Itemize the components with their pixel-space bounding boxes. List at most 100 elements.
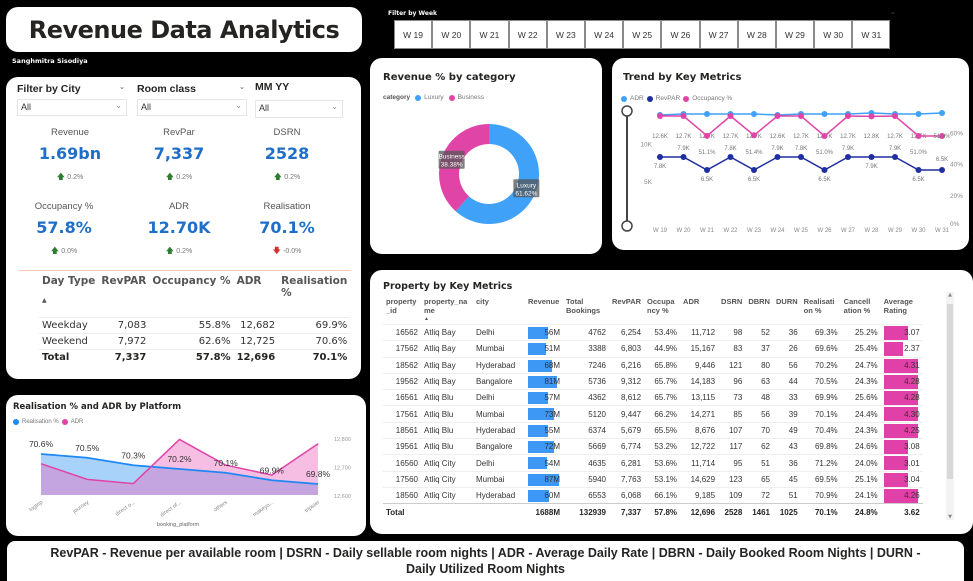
column-header[interactable]: RevPAR [98,275,149,317]
week-button-w23[interactable]: W 23 [546,20,585,49]
data-point[interactable] [751,167,757,173]
column-header-occupancy--[interactable]: Occupancy %Occupa ncy % [644,297,680,325]
city-filter-select[interactable]: All ⌄ [17,99,127,116]
slider-handle-bottom[interactable] [621,220,633,232]
data-point[interactable] [939,110,945,116]
data-point[interactable] [939,167,945,173]
donut-slice-luxury[interactable] [455,124,539,224]
data-point[interactable] [798,154,804,160]
data-point[interactable] [680,154,687,160]
column-header[interactable]: Occupancy % [149,275,233,317]
data-point[interactable] [727,113,734,119]
sort-ascending-icon[interactable]: ▲ [424,316,429,322]
data-point[interactable] [751,132,757,139]
table-row[interactable]: 16560 Atliq City Delhi 54M 4635 6,281 53.6% 11,… [383,454,923,472]
data-point[interactable] [868,154,875,160]
scroll-up-icon[interactable]: ▲ [948,292,952,298]
table-row[interactable]: 19561 Atliq Blu Bangalore 72M 5669 6,774 53.2%… [383,438,923,455]
week-button-w25[interactable]: W 25 [623,20,662,49]
data-point[interactable] [704,132,710,139]
legend-item-occupancy[interactable]: Occupancy % [692,95,733,102]
chevron-down-icon[interactable]: ⌄ [239,84,245,91]
vertical-scrollbar[interactable]: ▲ ▼ [946,292,954,520]
slider-handle-top[interactable] [621,105,633,117]
week-button-w29[interactable]: W 29 [775,20,815,49]
data-point[interactable] [892,154,898,160]
table-row[interactable]: 18562 Atliq Bay Hyderabad 68M 7246 6,216 65.8%… [383,356,923,374]
legend-item-revpar[interactable]: RevPAR [655,95,681,102]
data-point[interactable] [892,113,898,119]
room-class-filter-select[interactable]: All ⌄ [137,99,247,116]
legend-item-business[interactable]: Business [457,94,484,101]
table-row[interactable]: 16562 Atliq Bay Delhi 56M 4762 6,254 53.4% 11,7… [383,323,923,341]
column-header-revenue[interactable]: RevenueRevenue [525,297,563,325]
column-header-revpar[interactable]: RevPARRevPAR [609,297,644,325]
table-cell: 69.8% [800,438,841,455]
legend-item-realisation[interactable]: Realisation % [22,419,59,425]
legend-item-adr[interactable]: ADR [70,419,84,425]
scroll-down-icon[interactable]: ▼ [948,514,952,520]
data-point[interactable] [774,113,781,119]
column-header-total-bookings[interactable]: Total BookingsTotal Bookings [563,297,609,325]
table-row[interactable]: 17561 Atliq Blu Mumbai 73M 5120 9,447 66.2% 14,… [383,405,923,423]
week-button-w24[interactable]: W 24 [584,20,624,49]
cell-value: 5940 [588,474,606,484]
data-point[interactable] [915,167,922,173]
data-point[interactable] [751,111,757,117]
table-row[interactable]: 17560 Atliq City Mumbai 87M 5940 7,763 53.1% 14… [383,470,923,488]
table-row[interactable]: 18561 Atliq Blu Hyderabad 55M 6374 5,679 65.5%… [383,421,923,439]
data-point[interactable] [704,167,710,173]
donut-slice-business[interactable] [438,124,489,212]
data-point[interactable] [821,133,828,139]
data-point[interactable] [680,113,687,119]
column-header[interactable]: Day Type ▲ [39,275,98,317]
column-header-dbrn[interactable]: DBRNDBRN [745,297,773,325]
data-point[interactable] [798,113,804,119]
data-point[interactable] [657,154,663,160]
data-point[interactable] [727,154,734,160]
column-header-realisation--[interactable]: Realisation %Realisati on % [801,297,841,325]
table-row[interactable]: 17562 Atliq Bay Mumbai 51M 3388 6,803 44.9% 15,… [383,340,923,358]
week-button-w20[interactable]: W 20 [432,20,471,49]
chevron-down-icon[interactable]: ⌄ [119,84,125,91]
scrollbar-thumb[interactable] [947,304,953,479]
data-point[interactable] [868,113,875,120]
column-header-property-name[interactable]: property_nameproperty_na me▲ [421,297,473,325]
chevron-down-icon[interactable]: ⌄ [890,8,896,16]
column-header-durn[interactable]: DURNDURN [773,297,801,325]
week-button-w19[interactable]: W 19 [394,20,433,49]
column-header[interactable]: ADR [234,275,279,317]
data-point[interactable] [821,111,828,117]
week-button-w26[interactable]: W 26 [661,20,700,49]
mmyy-filter-select[interactable]: All ⌄ [255,100,343,118]
data-point[interactable] [657,113,663,119]
week-button-w28[interactable]: W 28 [737,20,776,49]
week-button-w27[interactable]: W 27 [699,20,738,49]
table-row[interactable]: 19562 Atliq Bay Bangalore 81M 5736 9,312 65.7%… [383,372,923,390]
data-point[interactable] [845,113,851,119]
data-point[interactable] [915,133,922,139]
week-button-w22[interactable]: W 22 [508,20,547,49]
column-header[interactable]: Realisation % [278,275,350,317]
data-point[interactable] [704,111,710,117]
data-point[interactable] [939,133,945,139]
column-header-city[interactable]: citycity [473,297,525,325]
data-point[interactable] [774,154,781,160]
column-header-adr[interactable]: ADRADR [680,297,718,325]
table-row[interactable]: 18560 Atliq City Hyderabad 60M 6553 6,068 66.1… [383,486,923,504]
week-button-w31[interactable]: W 31 [852,20,891,49]
legend-item-adr[interactable]: ADR [630,95,644,102]
data-point[interactable] [845,154,851,160]
week-button-w21[interactable]: W 21 [470,20,509,49]
data-point[interactable] [821,167,828,173]
table-row[interactable]: 16561 Atliq Blu Delhi 57M 4362 8,612 65.7% 13,1… [383,389,923,406]
data-point[interactable] [915,111,922,117]
week-button-w30[interactable]: W 30 [814,20,853,49]
legend-item-luxury[interactable]: Luxury [424,94,444,101]
sort-ascending-icon[interactable]: ▲ [42,297,47,304]
column-header-average-rating[interactable]: Average RatingAverage Rating [881,297,923,325]
column-header-dsrn[interactable]: DSRNDSRN [718,297,745,325]
cell-value: 18562 [395,360,418,370]
